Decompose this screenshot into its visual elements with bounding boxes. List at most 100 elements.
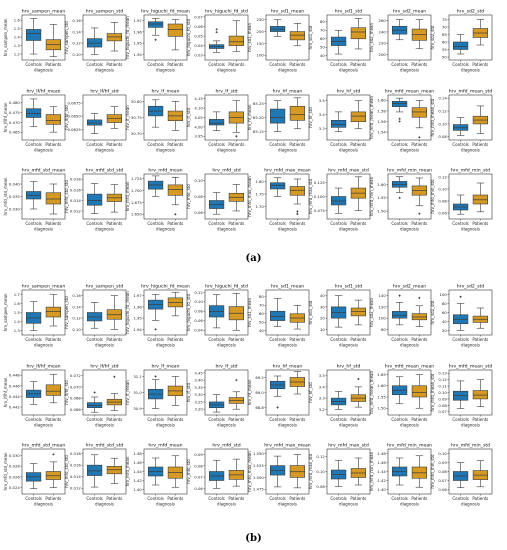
y-tick-label: 0.10 bbox=[438, 451, 447, 456]
x-tick-label: Patients bbox=[228, 221, 244, 226]
subplot: hrv_mfd_mean1.6501.6751.7001.725hrv_mfd_… bbox=[125, 168, 188, 232]
panel-b: hrv_sampen_mean1.31.41.51.61.7hrv_sampen… bbox=[3, 284, 492, 507]
y-tick-label: 1.46 bbox=[377, 460, 386, 465]
y-tick-label: 0.07 bbox=[194, 475, 203, 480]
y-tick-label: 0.08 bbox=[194, 463, 203, 468]
y-tick-label: 3.20 bbox=[194, 407, 203, 412]
y-tick-label: 75 bbox=[442, 17, 447, 22]
outlier-point bbox=[296, 210, 299, 213]
y-tick-label: 0.06 bbox=[438, 210, 447, 215]
x-tick-label: Patients bbox=[472, 62, 488, 67]
subplot-title: hrv_higuchi_fd_std bbox=[205, 284, 248, 290]
y-axis-label: hrv_mfd_std_std bbox=[64, 455, 69, 488]
outlier-point bbox=[154, 38, 157, 41]
x-axis-label: diagnosis bbox=[217, 343, 236, 348]
x-tick-label: Patients bbox=[167, 417, 183, 422]
subplot-title: hrv_sampen_mean bbox=[22, 284, 66, 290]
y-tick-label: 0.08 bbox=[438, 469, 447, 474]
caption-b: (b) bbox=[245, 533, 262, 544]
y-tick-label: 0.0625 bbox=[68, 127, 82, 132]
y-tick-label: 1.55 bbox=[377, 394, 386, 399]
y-tick-label: 69.0 bbox=[255, 390, 264, 395]
outlier-point bbox=[235, 378, 238, 382]
x-axis-label: diagnosis bbox=[95, 423, 114, 428]
y-tick-label: 50 bbox=[442, 54, 447, 59]
subplot-title: hrv_lf_mean bbox=[151, 364, 179, 370]
y-tick-label: 4.00 bbox=[194, 124, 203, 129]
subplot: hrv_sd1_std 10 20 30 40 hrv_sd1_std Controls Pa… bbox=[308, 284, 371, 348]
y-axis-label: hrv_mfd_min_mean bbox=[369, 451, 374, 491]
y-tick-label: 0.12 bbox=[438, 377, 447, 382]
x-tick-label: Patients bbox=[472, 142, 488, 147]
y-tick-label: 0.072 bbox=[70, 373, 81, 378]
y-tick-label: 0.10 bbox=[72, 327, 81, 332]
y-axis-label: hrv_sd1_mean bbox=[247, 23, 252, 53]
subplot: hrv_mfd_min_std0.060.080.100.12hrv_mfd_m… bbox=[430, 168, 493, 232]
y-tick-label: 3.40 bbox=[194, 378, 203, 383]
x-tick-label: Patients bbox=[228, 496, 244, 501]
y-tick-label: 68.8 bbox=[255, 405, 264, 410]
subplot: hrv_sd1_std 40 50 60 70 80 hrv_sd1_std Controls… bbox=[308, 9, 371, 73]
x-tick-label: Controls bbox=[391, 62, 408, 67]
subplot: hrv_mfd_min_mean1.401.421.441.461.48hrv_… bbox=[369, 443, 432, 507]
outlier-point bbox=[398, 120, 401, 123]
y-axis-label: hrv_sd2_std bbox=[430, 300, 435, 324]
y-tick-label: 0.04 bbox=[194, 43, 203, 48]
subplot: hrv_sd2_mean 80 100 120 140 hrv_sd2_mean Contr… bbox=[369, 284, 432, 348]
subplot: hrv_lf/hf_mean0.4650.4700.4750.480hrv_lf… bbox=[3, 89, 66, 153]
y-tick-label: 1.97 bbox=[133, 293, 142, 298]
y-tick-label: 0.03 bbox=[194, 53, 203, 58]
y-tick-label: 0.070 bbox=[70, 384, 81, 389]
subplot-title: hrv_sd2_mean bbox=[393, 284, 426, 290]
x-axis-label: diagnosis bbox=[217, 148, 236, 153]
x-tick-label: Patients bbox=[472, 337, 488, 342]
x-axis-label: diagnosis bbox=[461, 148, 480, 153]
x-tick-label: Patients bbox=[289, 142, 305, 147]
y-tick-label: 30.70 bbox=[131, 131, 142, 136]
x-tick-label: Controls bbox=[86, 337, 103, 342]
y-tick-label: 0.075 bbox=[314, 208, 325, 213]
x-axis-label: diagnosis bbox=[34, 148, 53, 153]
x-tick-label: Patients bbox=[106, 337, 122, 342]
y-tick-label: 1.48 bbox=[133, 451, 142, 456]
y-tick-label: 1.3 bbox=[14, 43, 21, 48]
x-tick-label: Controls bbox=[208, 221, 225, 226]
y-tick-label: 0.06 bbox=[194, 486, 203, 491]
y-tick-label: 0.446 bbox=[9, 383, 20, 388]
y-tick-label: 0.100 bbox=[314, 194, 325, 199]
x-axis-label: diagnosis bbox=[461, 502, 480, 507]
x-tick-label: Patients bbox=[228, 62, 244, 67]
y-tick-label: 50 bbox=[259, 320, 264, 325]
y-axis-label: hrv_mfd_std_mean bbox=[3, 452, 8, 490]
x-axis-label: diagnosis bbox=[461, 68, 480, 73]
subplot: hrv_mfd_mean_mean1.501.551.601.65hrv_mfd… bbox=[369, 364, 434, 428]
y-tick-label: 1.97 bbox=[133, 18, 142, 23]
y-axis-label: hrv_lf/hf_mean bbox=[3, 102, 8, 132]
outlier-point bbox=[215, 28, 218, 31]
subplot-title: hrv_sd1_mean bbox=[271, 9, 304, 15]
y-tick-label: 0.12 bbox=[438, 108, 447, 113]
y-tick-label: 31.0 bbox=[133, 390, 142, 395]
y-tick-label: 0.09 bbox=[438, 396, 447, 401]
x-tick-label: Controls bbox=[391, 142, 408, 147]
y-axis-label: hrv_mfd_mean_mean bbox=[369, 95, 374, 139]
x-tick-label: Patients bbox=[350, 337, 366, 342]
subplot-title: hrv_mfd_min_std bbox=[451, 168, 490, 174]
y-tick-label: 0.06 bbox=[438, 487, 447, 492]
x-tick-label: Controls bbox=[330, 62, 347, 67]
y-tick-label: 0.444 bbox=[9, 394, 20, 399]
y-tick-label: 0.07 bbox=[194, 14, 203, 19]
box-iqr-patients bbox=[411, 107, 427, 118]
y-tick-label: 65.15 bbox=[253, 129, 264, 134]
y-tick-label: 100 bbox=[379, 316, 387, 321]
subplot: hrv_higuchi_fd_mean1.941.951.961.97hrv_h… bbox=[125, 284, 190, 348]
y-tick-label: 20 bbox=[442, 328, 447, 333]
box-iqr-controls bbox=[330, 120, 347, 128]
y-tick-label: 0.442 bbox=[9, 404, 20, 409]
subplot: hrv_mfd_mean_mean1.541.561.581.60hrv_mfd… bbox=[369, 89, 434, 153]
x-tick-label: Patients bbox=[228, 337, 244, 342]
y-tick-label: 0.470 bbox=[9, 120, 20, 125]
y-tick-label: 1.50 bbox=[377, 208, 386, 213]
x-axis-label: diagnosis bbox=[278, 227, 297, 232]
y-tick-label: 55 bbox=[442, 47, 447, 52]
